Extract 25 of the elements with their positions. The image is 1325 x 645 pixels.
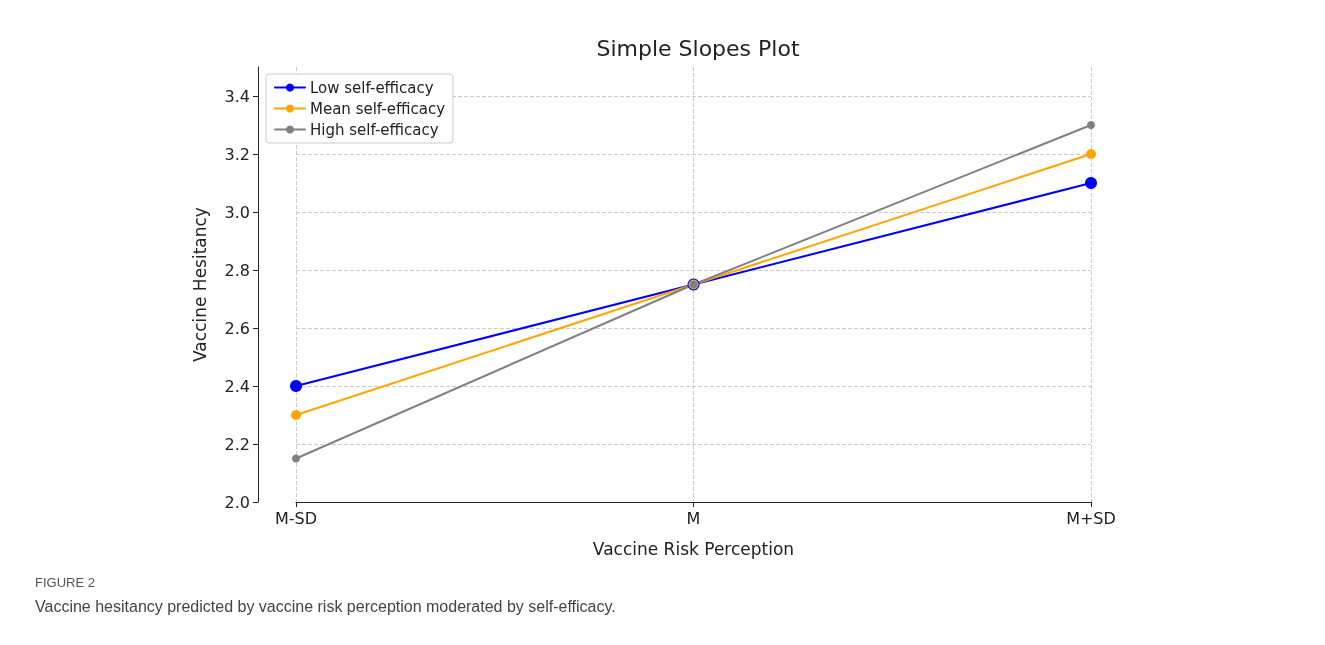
y-tick-label: 2.4	[224, 376, 250, 396]
text: Vaccine hesitancy predicted by vaccine risk perception moderated by self-efficacy.	[35, 598, 616, 616]
x-axis-title: Vaccine Risk Perception	[592, 538, 795, 559]
point	[292, 454, 300, 463]
point	[1085, 177, 1097, 189]
chart-title: Simple Slopes Plot	[596, 35, 800, 61]
y-tick-label: 2.8	[224, 260, 250, 280]
point	[1087, 121, 1095, 129]
y-axis-title: Vaccine Hesitancy	[189, 207, 210, 362]
point	[290, 380, 302, 392]
legend-label: Mean self-efficacy	[310, 99, 446, 118]
y-tick-label: 3.2	[224, 144, 250, 164]
caption: FIGURE 2	[35, 575, 95, 590]
x-tick-label: M-SD	[274, 508, 318, 528]
x-tick-label: M	[686, 508, 701, 528]
y-tick-label: 3.0	[224, 202, 250, 222]
point	[291, 410, 301, 420]
y-tick-label: 2.2	[224, 434, 250, 454]
legend-label: Low self-efficacy	[310, 78, 434, 97]
legend-label: High self-efficacy	[310, 120, 439, 139]
point	[1086, 149, 1096, 159]
y-tick-label: 2.6	[224, 318, 250, 338]
y-tick-label: 2.0	[224, 492, 250, 512]
x-tick-label: M+SD	[1066, 508, 1116, 528]
y-tick-label: 3.4	[224, 86, 250, 106]
